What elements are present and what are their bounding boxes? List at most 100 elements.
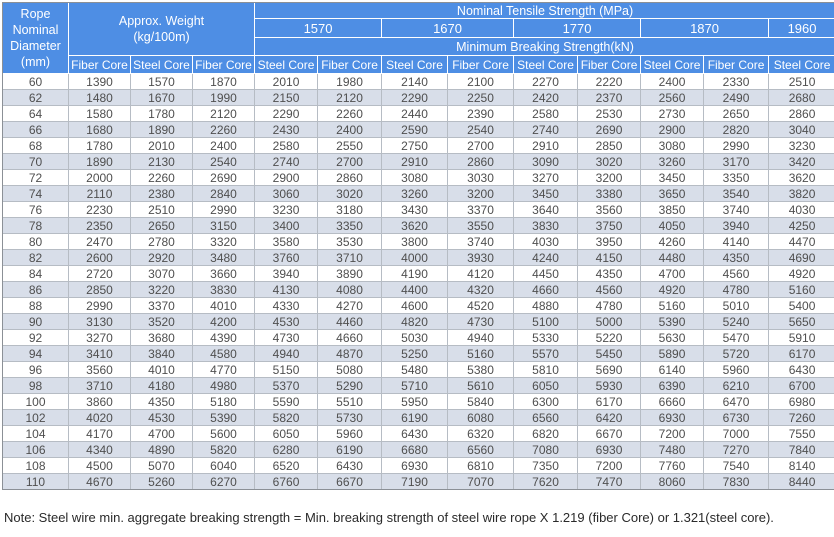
diameter-cell: 64 bbox=[3, 106, 69, 122]
value-cell: 6560 bbox=[448, 442, 515, 458]
diameter-cell: 90 bbox=[3, 314, 69, 330]
value-cell: 3270 bbox=[514, 170, 579, 186]
value-cell: 5160 bbox=[769, 282, 834, 298]
table-row: 88 2990 3370 4010 4330 4270 4600 4520 4880 4780 51… bbox=[3, 298, 834, 314]
value-cell: 4260 bbox=[641, 234, 705, 250]
value-cell: 6210 bbox=[704, 378, 770, 394]
value-cell: 4600 bbox=[382, 298, 449, 314]
value-cell: 3090 bbox=[514, 154, 579, 170]
value-cell: 3560 bbox=[69, 362, 131, 378]
value-cell: 2680 bbox=[769, 90, 834, 106]
value-cell: 2260 bbox=[193, 122, 256, 138]
value-cell: 2380 bbox=[131, 186, 193, 202]
value-cell: 2150 bbox=[255, 90, 319, 106]
value-cell: 4770 bbox=[193, 362, 256, 378]
value-cell: 6080 bbox=[448, 410, 515, 426]
value-cell: 3030 bbox=[448, 170, 515, 186]
footnote: Note: Steel wire min. aggregate breaking… bbox=[4, 510, 774, 525]
core-type-header: Steel Core bbox=[382, 56, 449, 74]
diameter-header: Rope Nominal Diameter (mm) bbox=[3, 3, 69, 74]
value-cell: 6560 bbox=[514, 410, 579, 426]
value-cell: 3580 bbox=[255, 234, 319, 250]
value-cell: 7470 bbox=[578, 474, 642, 489]
diameter-cell: 72 bbox=[3, 170, 69, 186]
value-cell: 4030 bbox=[769, 202, 834, 218]
value-cell: 5950 bbox=[382, 394, 449, 410]
value-cell: 6700 bbox=[769, 378, 834, 394]
value-cell: 5890 bbox=[641, 346, 705, 362]
value-cell: 4670 bbox=[69, 474, 131, 489]
value-cell: 6300 bbox=[514, 394, 579, 410]
value-cell: 3820 bbox=[769, 186, 834, 202]
table-row: 82 2600 2920 3480 3760 3710 4000 3930 4240 4150 44… bbox=[3, 250, 834, 266]
value-cell: 4170 bbox=[69, 426, 131, 442]
value-cell: 3070 bbox=[131, 266, 193, 282]
grade-header: 1870 bbox=[641, 19, 770, 38]
value-cell: 4700 bbox=[131, 426, 193, 442]
table-row: 104 4170 4700 5600 6050 5960 6430 6320 6820 6670 7… bbox=[3, 426, 834, 442]
value-cell: 2730 bbox=[641, 106, 705, 122]
value-cell: 2560 bbox=[641, 90, 705, 106]
value-cell: 3530 bbox=[318, 234, 383, 250]
value-cell: 5810 bbox=[514, 362, 579, 378]
value-cell: 2350 bbox=[69, 218, 131, 234]
value-cell: 6820 bbox=[514, 426, 579, 442]
value-cell: 5570 bbox=[514, 346, 579, 362]
value-cell: 5650 bbox=[769, 314, 834, 330]
value-cell: 4190 bbox=[382, 266, 449, 282]
value-cell: 6670 bbox=[578, 426, 642, 442]
diameter-cell: 108 bbox=[3, 458, 69, 474]
table-row: 90 3130 3520 4200 4530 4460 4820 4730 5100 5000 53… bbox=[3, 314, 834, 330]
value-cell: 3400 bbox=[255, 218, 319, 234]
value-cell: 7760 bbox=[641, 458, 705, 474]
value-cell: 3650 bbox=[641, 186, 705, 202]
value-cell: 7350 bbox=[514, 458, 579, 474]
value-cell: 2920 bbox=[131, 250, 193, 266]
value-cell: 3760 bbox=[255, 250, 319, 266]
value-cell: 6810 bbox=[448, 458, 515, 474]
value-cell: 2740 bbox=[514, 122, 579, 138]
value-cell: 4780 bbox=[704, 282, 770, 298]
core-type-header: Fiber Core bbox=[318, 56, 383, 74]
value-cell: 2110 bbox=[69, 186, 131, 202]
value-cell: 6190 bbox=[318, 442, 383, 458]
value-cell: 2850 bbox=[69, 282, 131, 298]
value-cell: 2780 bbox=[131, 234, 193, 250]
value-cell: 7550 bbox=[769, 426, 834, 442]
value-cell: 5840 bbox=[448, 394, 515, 410]
value-cell: 4270 bbox=[318, 298, 383, 314]
value-cell: 7190 bbox=[382, 474, 449, 489]
value-cell: 4530 bbox=[255, 314, 319, 330]
diameter-cell: 78 bbox=[3, 218, 69, 234]
value-cell: 4880 bbox=[514, 298, 579, 314]
value-cell: 4150 bbox=[578, 250, 642, 266]
value-cell: 2260 bbox=[131, 170, 193, 186]
diameter-cell: 62 bbox=[3, 90, 69, 106]
value-cell: 4080 bbox=[318, 282, 383, 298]
value-cell: 5390 bbox=[641, 314, 705, 330]
value-cell: 3370 bbox=[131, 298, 193, 314]
table-row: 106 4340 4890 5820 6280 6190 6680 6560 7080 6930 7… bbox=[3, 442, 834, 458]
value-cell: 4820 bbox=[382, 314, 449, 330]
value-cell: 2900 bbox=[641, 122, 705, 138]
value-cell: 2590 bbox=[382, 122, 449, 138]
grade-header: 1570 bbox=[255, 19, 383, 38]
value-cell: 3450 bbox=[514, 186, 579, 202]
value-cell: 4140 bbox=[704, 234, 770, 250]
diameter-cell: 84 bbox=[3, 266, 69, 282]
value-cell: 7080 bbox=[514, 442, 579, 458]
value-cell: 3430 bbox=[382, 202, 449, 218]
value-cell: 5070 bbox=[131, 458, 193, 474]
value-cell: 4020 bbox=[69, 410, 131, 426]
tensile-strength-header: Nominal Tensile Strength (MPa) bbox=[255, 3, 834, 19]
diameter-cell: 82 bbox=[3, 250, 69, 266]
table-row: 76 2230 2510 2990 3230 3180 3430 3370 3640 3560 38… bbox=[3, 202, 834, 218]
value-cell: 5370 bbox=[255, 378, 319, 394]
value-cell: 5160 bbox=[448, 346, 515, 362]
value-cell: 2440 bbox=[382, 106, 449, 122]
table-row: 108 4500 5070 6040 6520 6430 6930 6810 7350 7200 7… bbox=[3, 458, 834, 474]
value-cell: 5260 bbox=[131, 474, 193, 489]
value-cell: 3480 bbox=[193, 250, 256, 266]
value-cell: 4700 bbox=[641, 266, 705, 282]
